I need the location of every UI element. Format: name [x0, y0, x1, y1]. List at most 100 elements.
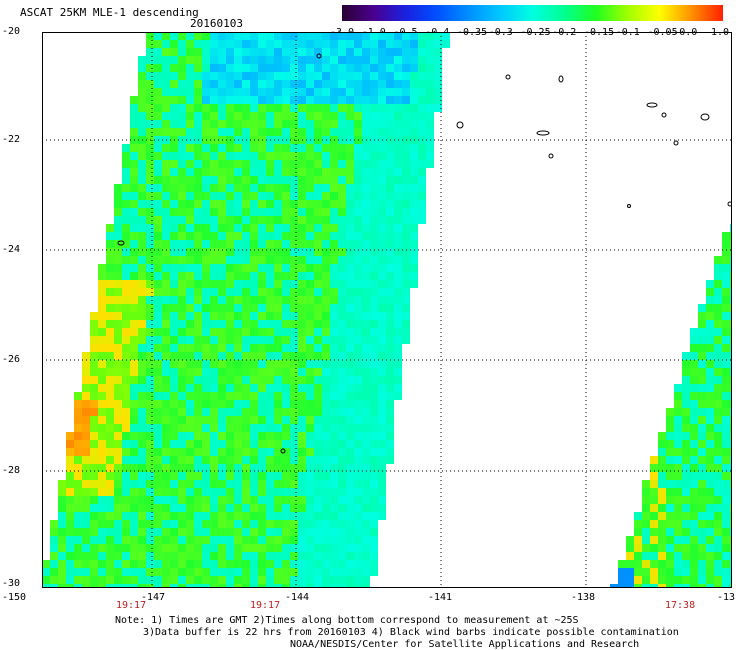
swath-cell: [218, 360, 226, 368]
swath-cell: [242, 32, 250, 40]
swath-cell: [338, 88, 346, 96]
swath-cell: [226, 416, 234, 424]
swath-cell: [698, 336, 706, 344]
swath-cell: [178, 160, 186, 168]
swath-cell: [82, 480, 90, 488]
swath-cell: [130, 120, 138, 128]
swath-cell: [234, 392, 242, 400]
swath-cell: [682, 432, 690, 440]
swath-cell: [114, 480, 122, 488]
swath-cell: [162, 272, 170, 280]
swath-cell: [218, 512, 226, 520]
swath-cell: [634, 544, 642, 552]
swath-cell: [162, 240, 170, 248]
swath-cell: [394, 176, 402, 184]
swath-cell: [338, 336, 346, 344]
swath-cell: [130, 408, 138, 416]
swath-cell: [330, 328, 338, 336]
swath-cell: [242, 472, 250, 480]
swath-cell: [642, 512, 650, 520]
swath-cell: [106, 432, 114, 440]
swath-cell: [298, 464, 306, 472]
swath-cell: [642, 568, 650, 576]
swath-cell: [194, 152, 202, 160]
swath-cell: [258, 264, 266, 272]
swath-cell: [242, 232, 250, 240]
swath-cell: [330, 544, 338, 552]
swath-cell: [346, 344, 354, 352]
swath-cell: [370, 216, 378, 224]
swath-cell: [218, 112, 226, 120]
swath-cell: [202, 280, 210, 288]
swath-cell: [258, 480, 266, 488]
swath-cell: [690, 536, 698, 544]
swath-cell: [346, 272, 354, 280]
swath-cell: [82, 432, 90, 440]
swath-cell: [114, 288, 122, 296]
swath-cell: [234, 320, 242, 328]
swath-cell: [114, 440, 122, 448]
swath-cell: [138, 544, 146, 552]
swath-cell: [698, 464, 706, 472]
swath-cell: [170, 272, 178, 280]
swath-cell: [170, 144, 178, 152]
note-line-2: 3)Data buffer is 22 hrs from 20160103 4)…: [143, 627, 679, 638]
swath-cell: [178, 288, 186, 296]
swath-cell: [338, 248, 346, 256]
swath-cell: [274, 584, 282, 588]
swath-cell: [370, 224, 378, 232]
swath-cell: [82, 416, 90, 424]
swath-cell: [338, 440, 346, 448]
swath-cell: [250, 504, 258, 512]
swath-cell: [682, 528, 690, 536]
lon-label: -150: [2, 592, 27, 603]
swath-cell: [130, 584, 138, 588]
swath-cell: [386, 288, 394, 296]
swath-cell: [170, 232, 178, 240]
swath-cell: [202, 480, 210, 488]
swath-cell: [650, 576, 658, 584]
swath-cell: [202, 272, 210, 280]
swath-cell: [130, 472, 138, 480]
swath-cell: [658, 512, 666, 520]
swath-cell: [90, 480, 98, 488]
swath-cell: [706, 584, 714, 588]
swath-cell: [714, 400, 722, 408]
swath-cell: [394, 336, 402, 344]
swath-cell: [658, 520, 666, 528]
swath-cell: [282, 424, 290, 432]
swath-cell: [162, 224, 170, 232]
swath-cell: [82, 456, 90, 464]
swath-cell: [266, 488, 274, 496]
swath-cell: [98, 344, 106, 352]
swath-cell: [202, 120, 210, 128]
swath-cell: [202, 576, 210, 584]
swath-cell: [50, 520, 58, 528]
swath-cell: [418, 56, 426, 64]
swath-cell: [178, 64, 186, 72]
swath-cell: [202, 312, 210, 320]
swath-cell: [378, 376, 386, 384]
swath-cell: [290, 560, 298, 568]
swath-cell: [74, 496, 82, 504]
swath-cell: [674, 464, 682, 472]
swath-cell: [106, 336, 114, 344]
swath-cell: [402, 232, 410, 240]
swath-cell: [138, 296, 146, 304]
swath-cell: [146, 432, 154, 440]
swath-cell: [234, 568, 242, 576]
swath-cell: [138, 104, 146, 112]
island-outline: [627, 204, 631, 208]
swath-cell: [378, 360, 386, 368]
swath-cell: [698, 448, 706, 456]
swath-cell: [306, 464, 314, 472]
swath-cell: [426, 64, 434, 72]
swath-cell: [362, 576, 370, 584]
swath-cell: [338, 216, 346, 224]
swath-cell: [218, 368, 226, 376]
swath-cell: [354, 552, 362, 560]
swath-cell: [706, 384, 714, 392]
swath-cell: [210, 480, 218, 488]
swath-cell: [298, 144, 306, 152]
swath-cell: [386, 48, 394, 56]
